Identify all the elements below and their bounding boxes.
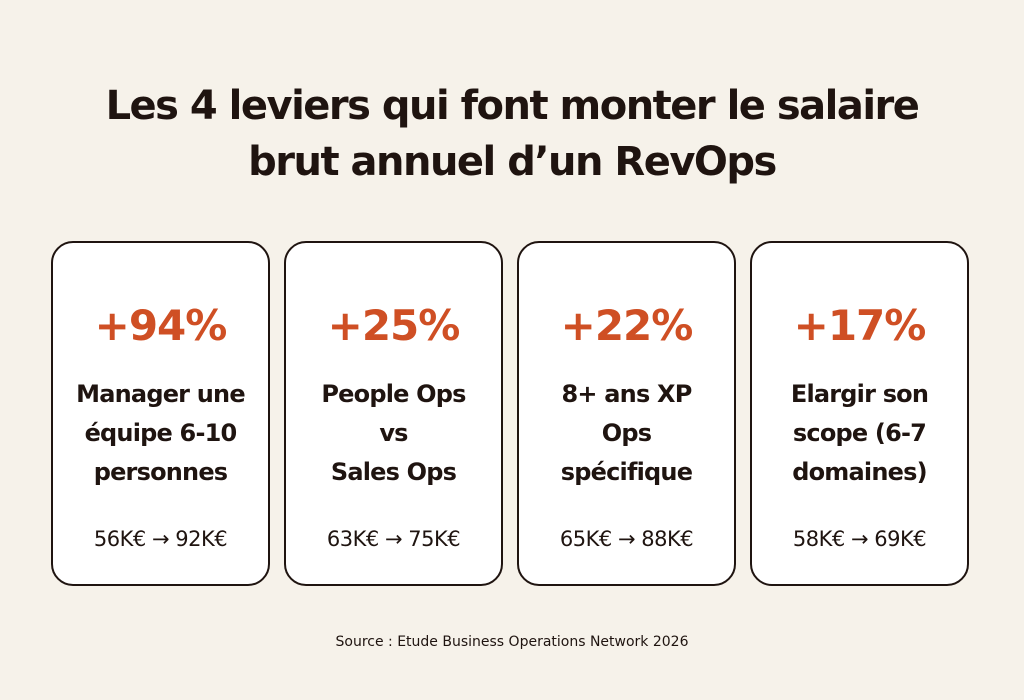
lever-description-line: Manager une — [76, 380, 245, 408]
lever-percent: +17% — [793, 301, 927, 350]
lever-description-line: spécifique — [560, 458, 693, 486]
lever-salary-range: 63K€ → 75K€ — [326, 527, 461, 551]
page-title: Les 4 leviers qui font monter le salaire… — [0, 78, 1024, 190]
lever-description-line: People Ops — [321, 380, 466, 408]
lever-description: People Ops vs Sales Ops — [296, 375, 491, 492]
lever-percent: +94% — [94, 301, 228, 350]
lever-percent: +25% — [327, 301, 461, 350]
lever-card-manager: +94% Manager une équipe 6-10 personnes 5… — [51, 241, 270, 586]
lever-description: Elargir son scope (6-7 domaines) — [762, 375, 957, 492]
lever-salary-range: 56K€ → 92K€ — [93, 527, 228, 551]
lever-description-line: domaines) — [792, 458, 927, 486]
lever-description-line: équipe 6-10 — [84, 419, 238, 447]
lever-description-line: scope (6-7 — [792, 419, 927, 447]
lever-description-line: 8+ ans XP — [561, 380, 693, 408]
source-note: Source : Etude Business Operations Netwo… — [335, 634, 689, 650]
lever-description-line: Elargir son — [790, 380, 929, 408]
lever-description: Manager une équipe 6-10 personnes — [63, 375, 258, 492]
page-title-line-2: brut annuel d’un RevOps — [248, 139, 777, 185]
lever-card-people-ops: +25% People Ops vs Sales Ops 63K€ → 75K€ — [284, 241, 503, 586]
lever-card-experience: +22% 8+ ans XP Ops spécifique 65K€ → 88K… — [517, 241, 736, 586]
lever-description-line: Ops — [601, 419, 652, 447]
page-title-line-1: Les 4 leviers qui font monter le salaire — [105, 83, 920, 129]
lever-description-line: personnes — [93, 458, 228, 486]
lever-salary-range: 65K€ → 88K€ — [559, 527, 694, 551]
lever-salary-range: 58K€ → 69K€ — [792, 527, 927, 551]
lever-percent: +22% — [560, 301, 694, 350]
levers-grid: +94% Manager une équipe 6-10 personnes 5… — [51, 241, 973, 589]
lever-description-line: Sales Ops — [330, 458, 457, 486]
lever-description: 8+ ans XP Ops spécifique — [529, 375, 724, 492]
lever-description-line: vs — [379, 419, 408, 447]
lever-card-scope: +17% Elargir son scope (6-7 domaines) 58… — [750, 241, 969, 586]
